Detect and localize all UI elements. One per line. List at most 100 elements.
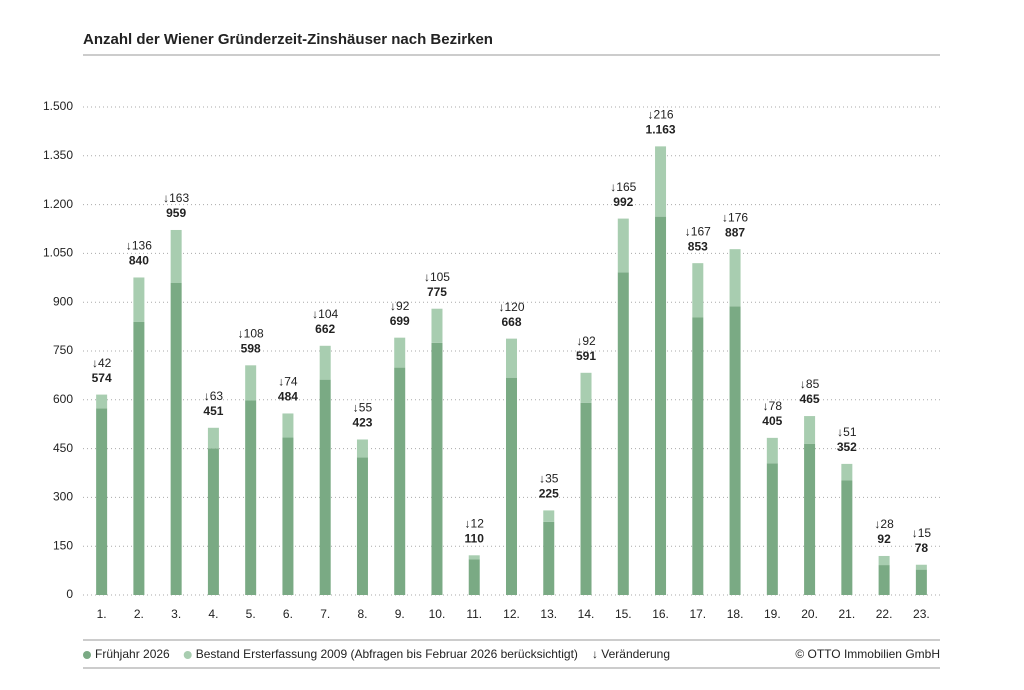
bar-segment (692, 317, 704, 595)
value-label: 775 (427, 285, 447, 299)
change-label: ↓105 (424, 270, 450, 284)
bar-segment (170, 229, 182, 284)
value-label: 423 (352, 416, 372, 430)
bar-segment (655, 216, 667, 595)
x-tick-label: 2. (134, 607, 144, 621)
bar-segment (207, 427, 219, 449)
bar-segment (96, 408, 108, 595)
y-tick-label: 0 (66, 587, 73, 601)
value-label: 451 (203, 404, 223, 418)
legend-marker (83, 651, 91, 659)
x-tick-label: 8. (357, 607, 367, 621)
change-label: ↓28 (874, 517, 894, 531)
change-label: ↓63 (204, 389, 224, 403)
bar-segment (766, 437, 778, 464)
bar-segment (394, 367, 406, 595)
bar-segment (617, 272, 629, 595)
change-label: ↓104 (312, 307, 338, 321)
y-tick-label: 750 (53, 343, 73, 357)
change-label: ↓167 (685, 224, 711, 238)
bar-segment (841, 480, 853, 595)
x-tick-label: 23. (913, 607, 930, 621)
y-tick-label: 150 (53, 538, 73, 552)
bar-segment (431, 308, 443, 343)
change-label: ↓42 (92, 356, 112, 370)
x-tick-label: 3. (171, 607, 181, 621)
x-tick-label: 6. (283, 607, 293, 621)
value-label: 840 (129, 254, 149, 268)
value-label: 78 (915, 541, 929, 555)
value-label: 110 (465, 531, 485, 545)
x-tick-label: 15. (615, 607, 632, 621)
change-label: ↓74 (278, 375, 298, 389)
bar-segment (766, 463, 778, 595)
y-tick-label: 1.200 (43, 197, 73, 211)
x-tick-label: 17. (689, 607, 706, 621)
bar-segment (729, 249, 741, 307)
x-tick-label: 13. (540, 607, 557, 621)
bar-segment (841, 463, 853, 481)
change-label: ↓163 (163, 191, 189, 205)
chart-title: Anzahl der Wiener Gründerzeit-Zinshäuser… (83, 31, 493, 48)
x-tick-label: 10. (429, 607, 446, 621)
x-tick-label: 11. (466, 607, 482, 621)
x-tick-label: 4. (208, 607, 218, 621)
legend-label: Bestand Ersterfassung 2009 (Abfragen bis… (196, 647, 578, 661)
bar-segment (319, 345, 331, 380)
x-tick-label: 9. (395, 607, 405, 621)
value-label: 1.163 (646, 123, 676, 137)
bar-segment (804, 416, 816, 444)
bar-segment (282, 413, 294, 438)
y-tick-label: 1.050 (43, 246, 73, 260)
bar-segment (506, 377, 517, 595)
bar-segment (170, 283, 182, 595)
legend-note: ↓ Veränderung (592, 647, 670, 661)
value-label: 484 (278, 390, 298, 404)
change-label: ↓176 (722, 210, 748, 224)
value-label: 853 (688, 239, 708, 253)
x-tick-label: 7. (320, 607, 330, 621)
change-label: ↓55 (353, 401, 373, 415)
change-label: ↓120 (498, 300, 524, 314)
bar-segment (319, 379, 331, 595)
bar-segment (394, 337, 406, 368)
x-tick-label: 12. (503, 607, 520, 621)
bar-segment (282, 437, 294, 595)
bar-segment (207, 448, 219, 595)
bar-segment (692, 263, 704, 318)
bar-segment (506, 338, 517, 378)
value-label: 574 (92, 371, 112, 385)
bar-segment (729, 306, 741, 595)
bar-segment (356, 439, 368, 458)
change-label: ↓92 (390, 299, 410, 313)
value-label: 352 (837, 440, 857, 454)
bar-segment (878, 565, 890, 595)
bar-segment (468, 559, 480, 595)
value-label: 699 (390, 314, 410, 328)
value-label: 465 (800, 392, 820, 406)
x-tick-label: 19. (764, 607, 781, 621)
change-label: ↓165 (610, 180, 636, 194)
bar-segment (878, 555, 890, 566)
value-label: 405 (762, 414, 782, 428)
bar-segment (543, 510, 555, 522)
x-tick-label: 22. (876, 607, 893, 621)
bar-segment (915, 564, 927, 570)
y-tick-label: 600 (53, 392, 73, 406)
bar-segment (468, 555, 480, 560)
bar-segment (915, 569, 927, 595)
value-label: 591 (576, 349, 596, 363)
bar-segment (580, 372, 592, 403)
bar-segment (543, 521, 555, 595)
y-tick-label: 300 (53, 490, 73, 504)
source: © OTTO Immobilien GmbH (795, 647, 940, 661)
value-label: 92 (877, 532, 891, 546)
change-label: ↓92 (576, 334, 596, 348)
change-label: ↓51 (837, 425, 857, 439)
x-tick-label: 21. (839, 607, 856, 621)
y-tick-label: 1.500 (43, 99, 73, 113)
y-tick-label: 450 (53, 441, 73, 455)
value-label: 598 (241, 341, 261, 355)
